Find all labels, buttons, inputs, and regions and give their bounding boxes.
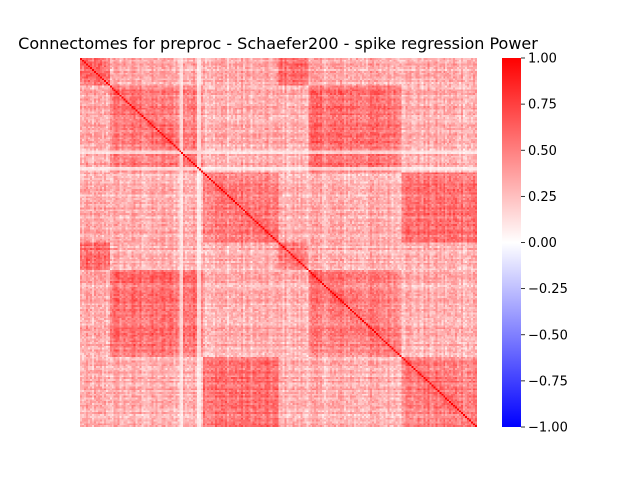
connectome-heatmap [80, 58, 477, 427]
colorbar-tick-label: 0.50 [528, 144, 557, 159]
colorbar-tick-label: 1.00 [528, 52, 557, 67]
colorbar-tick-label: 0.25 [528, 190, 557, 205]
colorbar-gradient [502, 58, 521, 427]
heatmap-matrix-image [80, 58, 477, 427]
colorbar-tick-label: −1.00 [528, 421, 568, 436]
colorbar: 1.00 0.75 0.50 0.25 0.00 −0.25 −0.50 −0.75 −1.00 [502, 52, 568, 436]
colorbar-tick-label: 0.75 [528, 98, 557, 113]
colorbar-tick-label: −0.25 [528, 282, 568, 297]
colorbar-ticks: 1.00 0.75 0.50 0.25 0.00 −0.25 −0.50 −0.75 −1.00 [521, 52, 568, 436]
colorbar-tick-label: −0.50 [528, 328, 568, 343]
chart-title: Connectomes for preproc - Schaefer200 - … [18, 34, 538, 53]
colorbar-tick-label: 0.00 [528, 236, 557, 251]
colorbar-tick-label: −0.75 [528, 374, 568, 389]
